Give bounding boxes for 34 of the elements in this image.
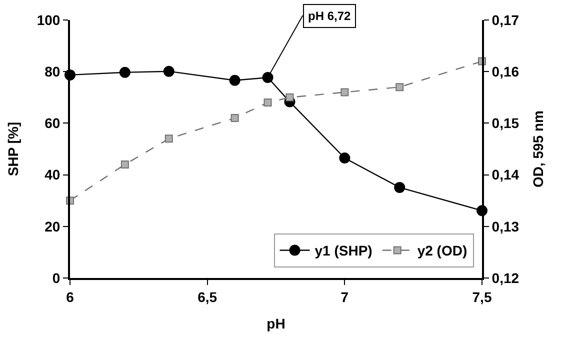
point (340, 88, 349, 96)
y2-tick-label: 0,14 (492, 166, 520, 183)
point (264, 98, 272, 107)
y-axis-title: SHP [%] (4, 122, 21, 176)
y2-tick-label: 0,12 (492, 270, 520, 286)
annotation: pH 6,72 (308, 9, 352, 23)
y-tick-label: 100 (36, 12, 60, 28)
y2-tick-label: 0,17 (492, 12, 520, 28)
point (164, 134, 173, 143)
x-tick-label: 6 (66, 288, 74, 305)
y2-tick-label: 0,16 (492, 64, 520, 80)
y-tick-label: 80 (44, 64, 60, 80)
point (394, 182, 406, 193)
point (120, 160, 129, 168)
y-tick-label: 0 (52, 270, 60, 286)
point (230, 114, 239, 122)
y2-tick-label: 0,13 (492, 218, 520, 234)
point (286, 93, 294, 102)
point (396, 83, 404, 92)
x-tick-label: 7,5 (472, 288, 492, 305)
legend-label: y2 (OD) (417, 242, 468, 259)
point (229, 74, 240, 86)
x-tick-label: 6,5 (198, 288, 218, 305)
y2-axis-title: OD, 595 nm (530, 110, 546, 188)
legend-label: y1 (SHP) (314, 242, 372, 259)
y-tick-label: 40 (44, 166, 60, 183)
y-tick-label: 60 (44, 115, 60, 132)
point (163, 66, 174, 77)
y2-tick-label: 0,15 (492, 115, 520, 132)
y-tick-label: 20 (44, 218, 60, 234)
point (339, 152, 350, 164)
x-tick-label: 7 (340, 288, 349, 305)
point (119, 66, 130, 78)
x-axis-title: pH (266, 316, 286, 332)
